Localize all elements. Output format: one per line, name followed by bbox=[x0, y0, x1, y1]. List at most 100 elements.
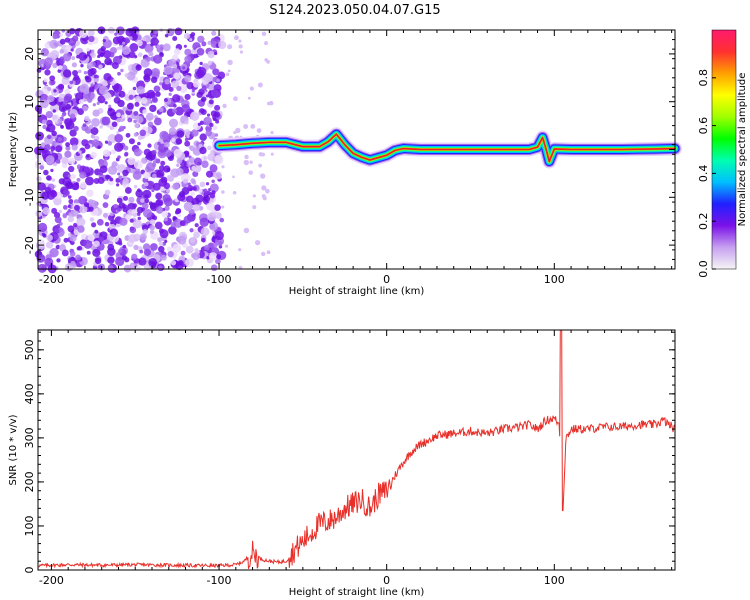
noise-blob bbox=[225, 72, 230, 77]
y-tick-label: 500 bbox=[23, 339, 36, 360]
noise-blob bbox=[176, 163, 180, 167]
noise-blob bbox=[92, 230, 101, 239]
y-tick-label: -10 bbox=[23, 188, 36, 206]
noise-blob bbox=[118, 248, 123, 254]
noise-blob bbox=[51, 130, 57, 137]
noise-blob bbox=[208, 99, 214, 105]
spectrogram-x-ticks: -200 -100 0 100 bbox=[39, 30, 673, 286]
noise-blob bbox=[183, 201, 193, 212]
noise-blob bbox=[172, 182, 180, 191]
noise-blob bbox=[72, 69, 79, 76]
noise-blob bbox=[201, 85, 207, 91]
noise-blob bbox=[161, 210, 169, 218]
noise-blob bbox=[184, 93, 191, 101]
noise-blob bbox=[199, 61, 203, 66]
noise-blob bbox=[128, 94, 134, 100]
noise-blob bbox=[63, 237, 69, 243]
noise-blob bbox=[249, 86, 254, 91]
noise-blob bbox=[211, 30, 217, 36]
noise-blob bbox=[63, 95, 72, 104]
noise-blob bbox=[44, 69, 51, 76]
noise-blob bbox=[155, 199, 162, 206]
noise-blob bbox=[200, 227, 210, 237]
noise-blob bbox=[91, 222, 97, 228]
noise-blob bbox=[68, 157, 76, 165]
noise-blob bbox=[85, 176, 94, 186]
noise-blob bbox=[129, 43, 139, 52]
noise-blob bbox=[59, 58, 65, 65]
noise-blob bbox=[82, 105, 89, 112]
noise-blob bbox=[133, 119, 137, 124]
noise-blob bbox=[190, 191, 195, 196]
noise-blob bbox=[97, 177, 105, 185]
noise-blob bbox=[73, 125, 79, 132]
noise-blob bbox=[73, 222, 78, 228]
x-tick-label: 0 bbox=[383, 273, 390, 286]
noise-blob bbox=[55, 145, 63, 153]
noise-blob bbox=[266, 60, 270, 64]
noise-blob bbox=[107, 108, 116, 117]
noise-blob bbox=[69, 137, 79, 147]
noise-blob bbox=[132, 171, 142, 180]
noise-blob bbox=[123, 145, 129, 151]
noise-blob bbox=[207, 60, 213, 66]
noise-blob bbox=[159, 52, 164, 56]
snr-series-line bbox=[37, 329, 675, 570]
noise-blob bbox=[53, 162, 58, 167]
noise-blob bbox=[80, 63, 84, 68]
noise-blob bbox=[193, 50, 198, 55]
noise-blob bbox=[108, 104, 112, 108]
noise-blob bbox=[104, 221, 110, 227]
noise-blob bbox=[117, 172, 121, 176]
colorbar-tick-label: 0.6 bbox=[697, 117, 710, 135]
noise-blob bbox=[75, 182, 79, 186]
snr-y-label: SNR (10 * v/v) bbox=[8, 414, 19, 485]
noise-blob bbox=[52, 109, 56, 113]
noise-blob bbox=[91, 139, 100, 147]
noise-blob bbox=[171, 137, 176, 143]
noise-blob bbox=[143, 248, 152, 256]
noise-blob bbox=[64, 150, 72, 158]
noise-blob bbox=[211, 179, 215, 183]
noise-blob bbox=[214, 133, 219, 137]
noise-blob bbox=[214, 155, 224, 165]
noise-blob bbox=[190, 111, 200, 121]
noise-blob bbox=[62, 69, 72, 78]
noise-blob bbox=[154, 221, 163, 230]
noise-blob bbox=[167, 250, 174, 258]
noise-blob bbox=[176, 158, 183, 165]
noise-blob bbox=[207, 40, 212, 45]
noise-blob bbox=[105, 174, 110, 180]
noise-blob bbox=[188, 157, 196, 164]
noise-blob bbox=[261, 251, 266, 257]
noise-blob bbox=[89, 67, 97, 75]
noise-blob bbox=[203, 195, 211, 203]
noise-blob bbox=[96, 75, 100, 79]
noise-blob bbox=[199, 217, 209, 227]
noise-blob bbox=[160, 254, 167, 261]
noise-blob bbox=[122, 178, 129, 185]
noise-blob bbox=[196, 48, 205, 56]
noise-blob bbox=[184, 140, 191, 147]
noise-blob bbox=[189, 228, 194, 233]
noise-blob bbox=[184, 137, 189, 142]
noise-blob bbox=[103, 72, 112, 81]
x-tick-label: 0 bbox=[383, 574, 390, 587]
noise-blob bbox=[69, 113, 76, 119]
colorbar-tick-label: 0.8 bbox=[697, 69, 710, 87]
noise-blob bbox=[166, 246, 173, 252]
noise-blob bbox=[102, 202, 109, 208]
noise-blob bbox=[62, 189, 69, 195]
noise-blob bbox=[159, 130, 169, 140]
noise-blob bbox=[116, 183, 120, 187]
noise-blob bbox=[76, 177, 81, 182]
noise-blob bbox=[77, 166, 81, 170]
noise-blob bbox=[142, 119, 147, 123]
noise-blob bbox=[82, 123, 87, 127]
noise-blob bbox=[62, 213, 68, 219]
y-tick-label: 100 bbox=[23, 515, 36, 536]
noise-blob bbox=[185, 258, 194, 268]
noise-blob bbox=[58, 209, 62, 213]
noise-blob bbox=[111, 149, 116, 155]
